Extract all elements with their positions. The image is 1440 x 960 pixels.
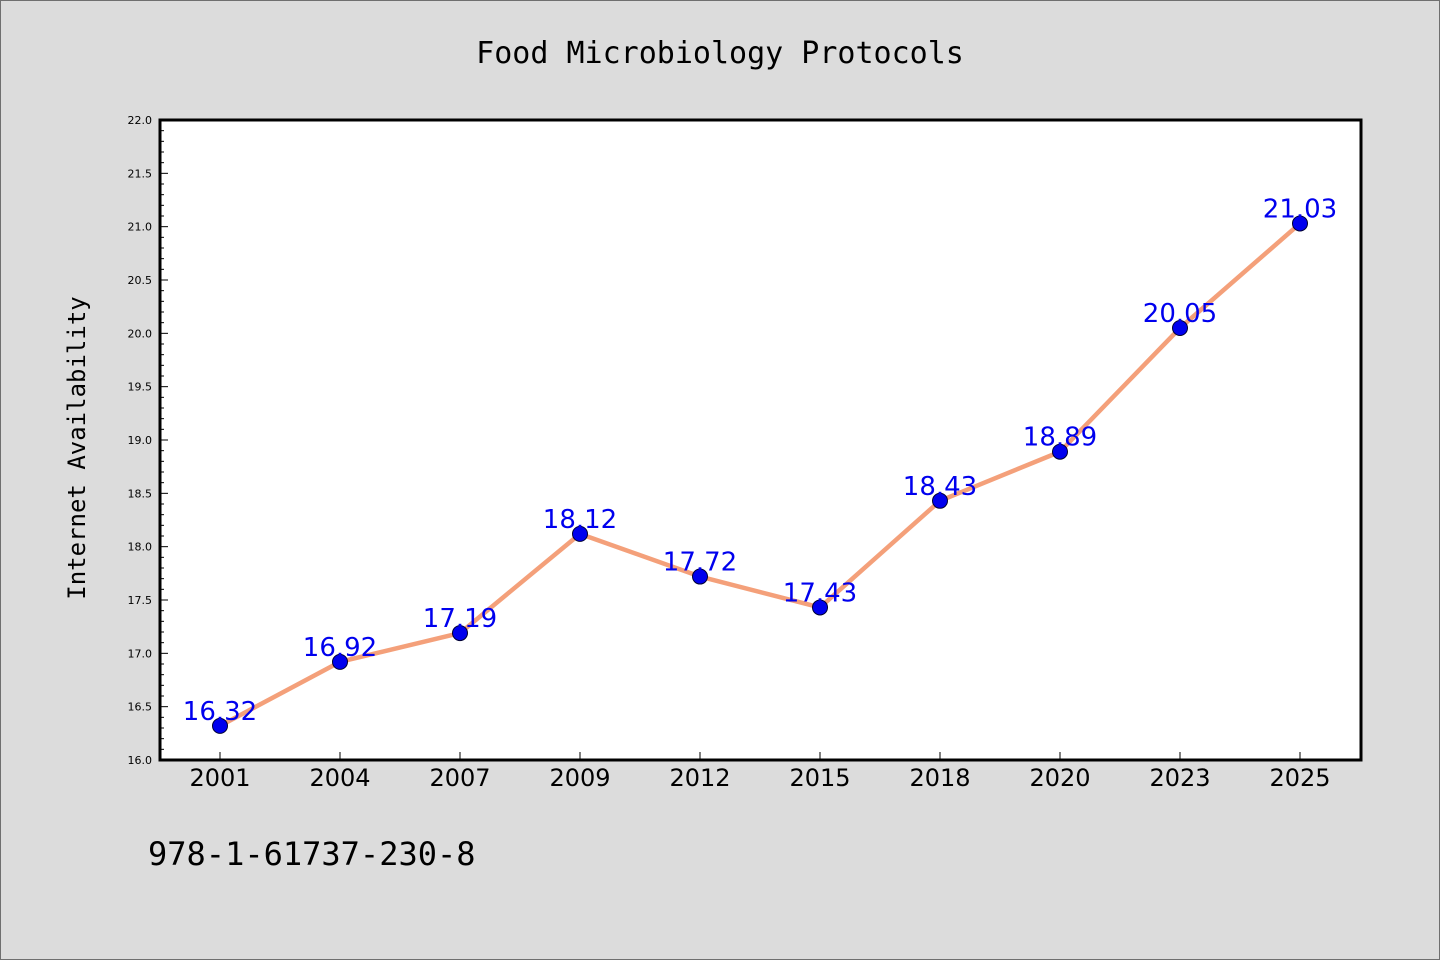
data-label: 18.43 — [903, 472, 977, 502]
x-tick-label: 2012 — [669, 764, 730, 792]
data-point-marker — [1292, 215, 1308, 232]
y-tick-label: 21.0 — [128, 221, 153, 234]
data-label: 21.03 — [1263, 194, 1337, 224]
data-point-marker — [692, 568, 708, 585]
data-label: 16.32 — [183, 697, 257, 727]
x-tick-label: 2007 — [429, 764, 490, 792]
data-labels: 16.32 16.92 17.19 18.12 17.72 17.43 18.43 18.89… — [183, 194, 1337, 726]
y-tick-label: 21.5 — [128, 167, 153, 180]
y-tick-label: 16.5 — [128, 701, 153, 714]
x-tick-label: 2004 — [309, 764, 370, 792]
data-label: 16.92 — [303, 633, 377, 663]
data-label: 17.43 — [783, 578, 857, 608]
data-point-marker — [1172, 320, 1188, 336]
data-points — [212, 215, 1308, 734]
data-label: 17.19 — [423, 604, 497, 634]
y-tick-label: 18.0 — [128, 541, 153, 554]
data-point-marker — [1052, 443, 1068, 460]
y-tick-label: 16.0 — [128, 754, 153, 767]
y-tick-label: 17.5 — [128, 594, 153, 607]
y-tick-label: 20.5 — [128, 274, 153, 287]
data-label: 20.05 — [1143, 299, 1217, 329]
x-tick-label: 2009 — [549, 764, 610, 792]
y-axis: 16.0 16.5 17.0 17.5 18.0 18.5 19.0 19.5 20.0 20.5… — [128, 114, 168, 767]
isbn-annotation: 978-1-61737-230-8 — [148, 835, 476, 873]
y-tick-label: 19.0 — [128, 434, 153, 447]
data-label: 17.72 — [663, 548, 737, 578]
data-point-marker — [932, 492, 948, 509]
y-tick-label: 17.0 — [128, 647, 153, 660]
data-label: 18.89 — [1023, 423, 1097, 453]
x-tick-label: 2023 — [1149, 764, 1210, 792]
x-axis: 2001 2004 2007 2009 2012 2015 2018 2020 2023 2025 — [189, 752, 1331, 792]
data-label: 18.12 — [543, 505, 617, 535]
x-tick-label: 2025 — [1269, 764, 1330, 792]
plot-border — [158, 118, 1363, 762]
series-line-group — [217, 221, 1303, 729]
y-tick-label: 18.5 — [128, 487, 153, 500]
y-tick-label: 22.0 — [128, 114, 153, 127]
data-point-marker — [332, 653, 348, 670]
data-point-marker — [452, 625, 468, 642]
plot-area — [160, 120, 1361, 760]
data-point-marker — [572, 525, 588, 542]
y-axis-label: Internet Availability — [63, 296, 91, 599]
x-tick-label: 2015 — [789, 764, 850, 792]
x-tick-label: 2001 — [189, 764, 250, 792]
chart-title: Food Microbiology Protocols — [476, 36, 964, 71]
data-point-marker — [212, 717, 228, 734]
series-line — [217, 221, 1303, 729]
y-tick-label: 19.5 — [128, 381, 153, 394]
data-point-marker — [812, 599, 828, 616]
x-tick-label: 2018 — [909, 764, 970, 792]
x-tick-label: 2020 — [1029, 764, 1090, 792]
y-tick-label: 20.0 — [128, 327, 153, 340]
